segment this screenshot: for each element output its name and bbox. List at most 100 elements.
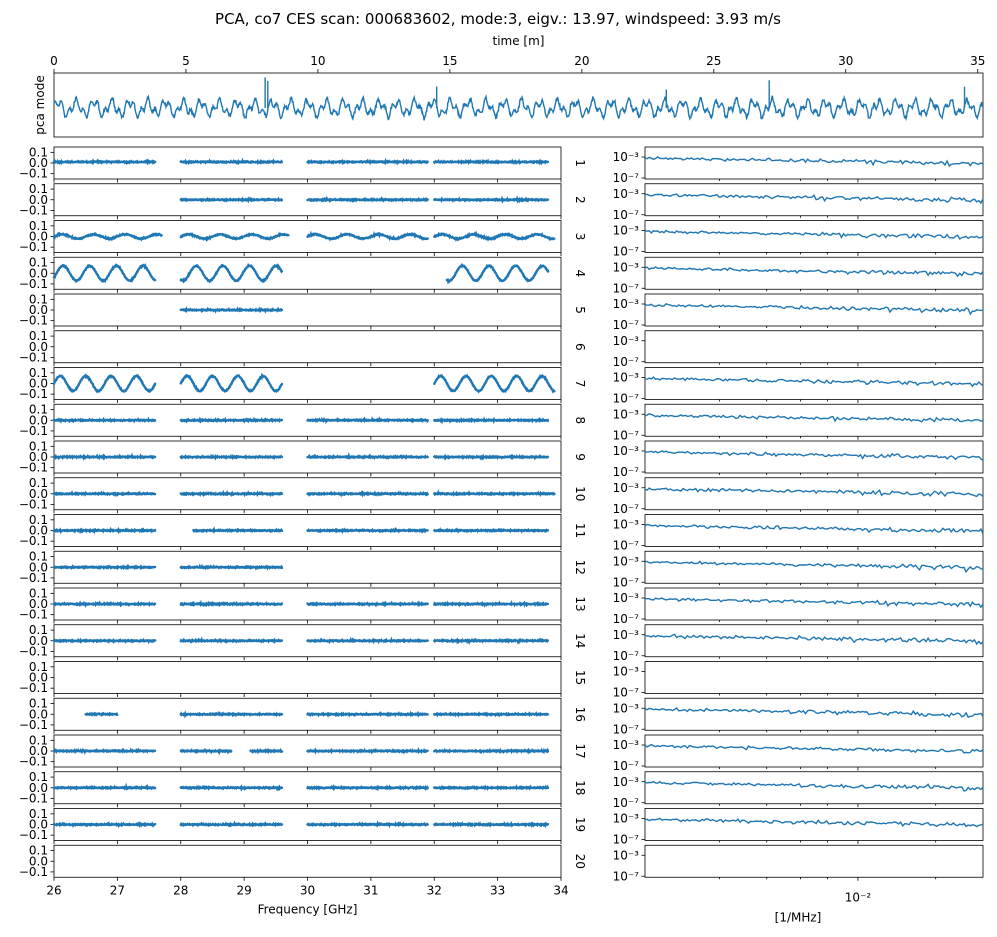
freq-ytick-label: −0.1 <box>19 424 48 438</box>
panel-label: 10 <box>573 486 587 501</box>
freq-scatter-segment <box>306 710 429 719</box>
spectrum-ytick-label: 10⁻³ <box>613 150 640 164</box>
time-tick-label: 20 <box>574 54 589 68</box>
spectrum-ytick-label: 10⁻⁷ <box>613 539 640 553</box>
spectrum-axis-label: [1/MHz] <box>775 910 822 924</box>
freq-panel-frame <box>53 661 562 694</box>
freq-ytick-label: 0.1 <box>29 439 48 453</box>
freq-ytick-label: 0.1 <box>29 513 48 527</box>
freq-scatter-segment <box>306 636 429 645</box>
freq-scatter-segment <box>179 262 284 284</box>
spectrum-ytick-label: 10⁻⁷ <box>613 759 640 773</box>
spectrum-ytick-label: 10⁻³ <box>613 297 640 311</box>
freq-ytick-label: 0.1 <box>29 329 48 343</box>
spectrum-ytick-label: 10⁻⁷ <box>613 428 640 442</box>
freq-scatter-segment <box>445 262 550 285</box>
freq-scatter-segment <box>179 372 284 394</box>
freq-scatter-segment <box>306 746 429 755</box>
freq-ytick-label: 0.0 <box>29 854 48 868</box>
freq-ytick-label: 0.1 <box>29 145 48 159</box>
freq-scatter-segment <box>433 637 550 646</box>
spectrum-panel-frame <box>644 661 984 694</box>
panel-label: 3 <box>573 233 587 241</box>
freq-ytick-label: −0.1 <box>19 865 48 879</box>
spectrum-ytick-label: 10⁻⁷ <box>613 612 640 626</box>
spectrum-ytick-label: 10⁻³ <box>613 224 640 238</box>
spectrum-line <box>644 487 984 498</box>
freq-ytick-label: −0.1 <box>19 571 48 585</box>
freq-scatter-segment <box>179 784 284 792</box>
freq-ytick-label: −0.1 <box>19 497 48 511</box>
time-tick-label: 0 <box>50 54 58 68</box>
spectrum-ytick-label: 10⁻⁷ <box>613 318 640 332</box>
freq-xtick-label: 32 <box>427 883 442 897</box>
spectrum-line <box>644 413 984 423</box>
panel-label: 17 <box>573 743 587 758</box>
freq-ytick-label: −0.1 <box>19 644 48 658</box>
spectrum-panel-frame <box>644 293 984 327</box>
freq-scatter-segment <box>52 373 157 394</box>
spectrum-ytick-label: 10⁻⁷ <box>613 686 640 700</box>
freq-scatter-segment <box>433 489 556 498</box>
time-tick-label: 30 <box>838 54 853 68</box>
freq-scatter-segment <box>433 230 556 243</box>
freq-scatter-segment <box>52 526 157 535</box>
spectrum-panel-frame <box>644 477 984 511</box>
freq-ytick-label: 0.0 <box>29 524 48 538</box>
freq-scatter-segment <box>433 526 550 534</box>
freq-scatter-segment <box>306 416 429 425</box>
freq-xtick-label: 34 <box>553 883 568 897</box>
panel-label: 19 <box>573 817 587 832</box>
panel-label: 11 <box>573 523 587 538</box>
freq-scatter-segment <box>306 157 429 166</box>
freq-ytick-label: 0.0 <box>29 377 48 391</box>
freq-scatter-segment <box>179 157 284 166</box>
spectrum-ytick-label: 10⁻⁷ <box>613 649 640 663</box>
spectrum-line <box>644 229 984 240</box>
freq-scatter-segment <box>179 820 284 828</box>
freq-ytick-label: −0.1 <box>19 828 48 842</box>
spectrum-ytick-label: 10⁻³ <box>613 518 640 532</box>
spectrum-ytick-label: 10⁻³ <box>613 848 640 862</box>
spectrum-ytick-label: 10⁻³ <box>613 481 640 495</box>
spectrum-panel-frame <box>644 146 984 180</box>
freq-ytick-label: −0.1 <box>19 534 48 548</box>
freq-ytick-label: 0.1 <box>29 586 48 600</box>
spectrum-line <box>644 633 984 646</box>
freq-ytick-label: 0.1 <box>29 660 48 674</box>
freq-ytick-label: 0.0 <box>29 413 48 427</box>
freq-ytick-label: 0.1 <box>29 550 48 564</box>
time-tick-label: 5 <box>182 54 190 68</box>
spectrum-ytick-label: 10⁻³ <box>613 444 640 458</box>
freq-ytick-label: −0.1 <box>19 240 48 254</box>
spectrum-ytick-label: 10⁻⁷ <box>613 355 640 369</box>
freq-scatter-segment <box>179 710 284 719</box>
spectrum-ytick-label: 10⁻⁷ <box>613 502 640 516</box>
freq-scatter-segment <box>249 747 284 755</box>
freq-ytick-label: 0.0 <box>29 560 48 574</box>
freq-scatter-segment <box>306 451 429 461</box>
freq-xtick-label: 28 <box>173 883 188 897</box>
spectrum-ytick-label: 10⁻⁷ <box>613 722 640 736</box>
freq-xtick-label: 30 <box>300 883 315 897</box>
freq-ytick-label: 0.0 <box>29 634 48 648</box>
spectrum-line <box>644 817 984 828</box>
panel-label: 13 <box>573 596 587 611</box>
panel-label: 18 <box>573 780 587 795</box>
spectrum-line <box>644 707 984 719</box>
freq-scatter-segment <box>433 195 550 204</box>
freq-ytick-label: 0.1 <box>29 844 48 858</box>
spectrum-line <box>644 266 984 278</box>
freq-xtick-label: 33 <box>490 883 505 897</box>
spectrum-ytick-label: 10⁻⁷ <box>613 245 640 259</box>
freq-ytick-label: 0.1 <box>29 733 48 747</box>
freq-scatter-segment <box>52 452 157 461</box>
panel-label: 14 <box>573 633 587 648</box>
spectrum-ytick-label: 10⁻³ <box>613 407 640 421</box>
time-axis-label: time [m] <box>493 34 545 48</box>
freq-ytick-label: 0.1 <box>29 256 48 270</box>
freq-scatter-segment <box>52 782 157 791</box>
freq-ytick-label: 0.0 <box>29 781 48 795</box>
time-series-line <box>53 94 984 122</box>
